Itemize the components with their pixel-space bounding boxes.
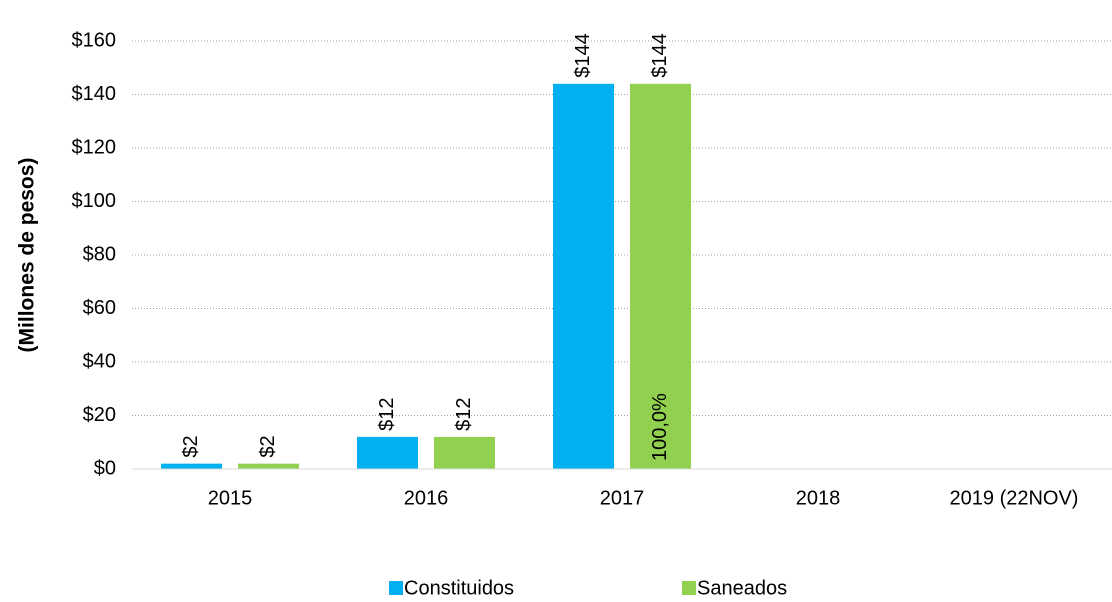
x-tick-label: 2016 (404, 487, 449, 509)
bar (357, 436, 418, 469)
data-label: $12 (453, 398, 475, 431)
annotation: 100,0% (649, 393, 671, 461)
y-tick-label: $160 (72, 29, 117, 51)
bar (434, 436, 495, 469)
bar (553, 83, 614, 470)
y-tick-label: $140 (72, 83, 117, 105)
y-tick-label: $80 (83, 243, 116, 265)
legend-label: Saneados (697, 577, 787, 599)
y-tick-label: $100 (72, 190, 117, 212)
x-tick-label: 2018 (796, 487, 841, 509)
data-label: $2 (180, 435, 202, 457)
y-axis-label: (Millones de pesos) (16, 158, 39, 353)
y-tick-label: $20 (83, 404, 116, 426)
data-label: $12 (376, 398, 398, 431)
y-tick-label: $60 (83, 297, 116, 319)
data-label: $2 (257, 435, 279, 457)
y-tick-label: $40 (83, 350, 116, 372)
x-tick-label: 2015 (208, 487, 253, 509)
bar (630, 83, 691, 470)
y-tick-label: $120 (72, 136, 117, 158)
data-label: $144 (572, 33, 594, 78)
y-tick-label: $0 (94, 457, 116, 479)
legend-label: Constituidos (404, 577, 514, 599)
data-label: $144 (649, 33, 671, 78)
legend-swatch (389, 581, 403, 595)
bar (161, 463, 222, 469)
legend-swatch (682, 581, 696, 595)
x-tick-label: 2017 (600, 487, 645, 509)
bar (238, 463, 299, 469)
x-tick-label: 2019 (22NOV) (950, 487, 1079, 509)
